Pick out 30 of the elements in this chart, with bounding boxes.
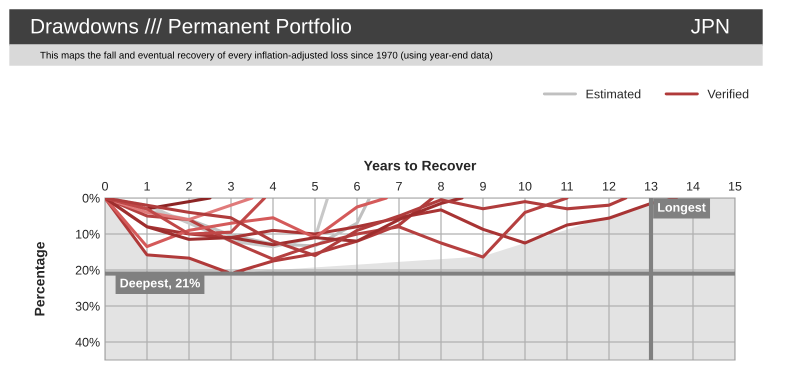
y-axis-title: Percentage bbox=[34, 242, 48, 316]
ref-line-label: Longest bbox=[658, 203, 706, 214]
chart-title: Drawdowns /// Permanent Portfolio bbox=[32, 18, 352, 34]
x-tick-label: 2 bbox=[186, 182, 192, 191]
text: JPN bbox=[690, 19, 728, 34]
x-tick-label: 15 bbox=[729, 182, 742, 191]
x-tick-label: 8 bbox=[438, 182, 444, 191]
y-tick-label: 40% bbox=[75, 338, 100, 347]
x-tick-label: 1 bbox=[144, 182, 150, 191]
x-tick-label: 7 bbox=[396, 182, 402, 191]
chart-subtitle: This maps the fall and eventual recovery of every inflation-adjusted loss since 1970 (using year-end data) bbox=[40, 51, 492, 61]
x-tick-label: 3 bbox=[228, 182, 234, 191]
x-tick-label: 14 bbox=[687, 182, 700, 191]
x-tick-label: 9 bbox=[480, 182, 486, 191]
ref-line-label: Deepest, 21% bbox=[120, 278, 200, 290]
y-tick-label: 0% bbox=[82, 194, 100, 203]
y-tick-label: 30% bbox=[76, 302, 100, 311]
x-tick-label: 13 bbox=[645, 182, 658, 191]
legend-label: Verified bbox=[707, 89, 748, 98]
x-tick-label: 12 bbox=[603, 182, 616, 191]
y-tick-label: 20% bbox=[76, 266, 100, 275]
x-tick-label: 11 bbox=[561, 182, 573, 191]
x-tick-label: 6 bbox=[354, 182, 360, 191]
x-tick-label: 0 bbox=[102, 182, 108, 191]
x-tick-label: 4 bbox=[270, 182, 276, 191]
y-tick-label: 10% bbox=[76, 230, 100, 239]
legend-label: Estimated bbox=[586, 89, 640, 98]
x-tick-label: 5 bbox=[312, 182, 318, 191]
x-tick-label: 10 bbox=[519, 182, 532, 191]
x-axis-title: Years to Recover bbox=[364, 160, 476, 171]
